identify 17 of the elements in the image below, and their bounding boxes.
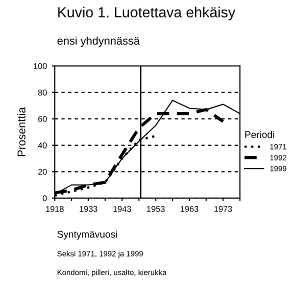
chart-subtitle: ensi yhdynnässä (57, 36, 140, 47)
x-tick-label: 1963 (180, 206, 198, 212)
x-axis-title: Syntymävuosi (57, 230, 117, 240)
x-tick-label: 1918 (46, 206, 64, 212)
x-tick-label: 1943 (113, 206, 131, 212)
y-tick-label: 40 (38, 142, 47, 148)
y-axis-title: Prosenttia (17, 107, 26, 156)
chart-title: Kuvio 1. Luotettava ehkäisy (58, 6, 236, 20)
x-tick-label: 1973 (214, 206, 232, 212)
y-tick-label: 0 (42, 195, 47, 202)
y-tick-label: 60 (38, 116, 47, 122)
y-tick-label: 80 (38, 90, 47, 96)
x-tick-label: 1933 (80, 206, 98, 212)
y-tick-label: 100 (34, 63, 47, 70)
legend-title: Periodi (245, 130, 274, 138)
x-tick-label: 1953 (147, 206, 165, 212)
y-tick-label: 20 (38, 168, 47, 175)
